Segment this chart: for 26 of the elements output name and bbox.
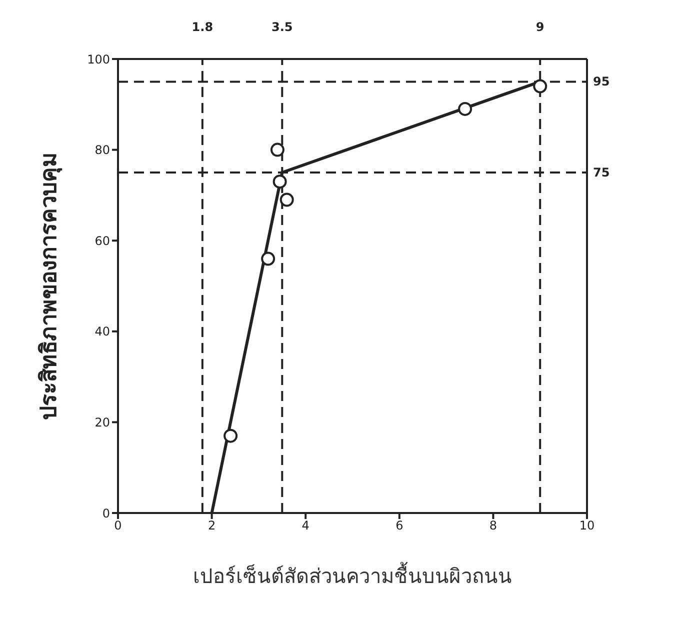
x-tick-label: 10: [579, 518, 595, 533]
y-tick-label: 40: [94, 324, 110, 339]
x-tick-label: 8: [489, 518, 498, 533]
x-axis-title: เปอร์เซ็นต์สัดส่วนความชื้นบนผิวถนน: [193, 562, 512, 588]
x-tick-label: 2: [208, 518, 216, 533]
point: [458, 102, 472, 116]
ref-line-label: 3.5: [272, 20, 293, 34]
point: [270, 142, 284, 157]
ref-line-label: 95: [593, 74, 610, 89]
point: [533, 79, 548, 94]
point: [261, 252, 276, 266]
point: [280, 192, 294, 207]
y-axis-title: ประสิทธิภาพของการควบคุม: [36, 152, 63, 420]
y-tick-label: 100: [87, 52, 110, 66]
point: [272, 174, 287, 189]
ref-line-label: 75: [593, 166, 610, 180]
y-tick-label: 60: [94, 234, 110, 248]
x-tick-label: 4: [302, 518, 310, 533]
ref-line-label: 1.8: [192, 20, 214, 34]
x-tick-label: 0: [114, 518, 122, 533]
y-tick-label: 80: [94, 143, 110, 158]
y-tick-label: 20: [94, 415, 110, 430]
point: [224, 428, 238, 443]
x-tick-label: 6: [396, 518, 404, 533]
y-tick-label: 0: [102, 506, 110, 520]
ref-line-label: 9: [536, 20, 544, 34]
